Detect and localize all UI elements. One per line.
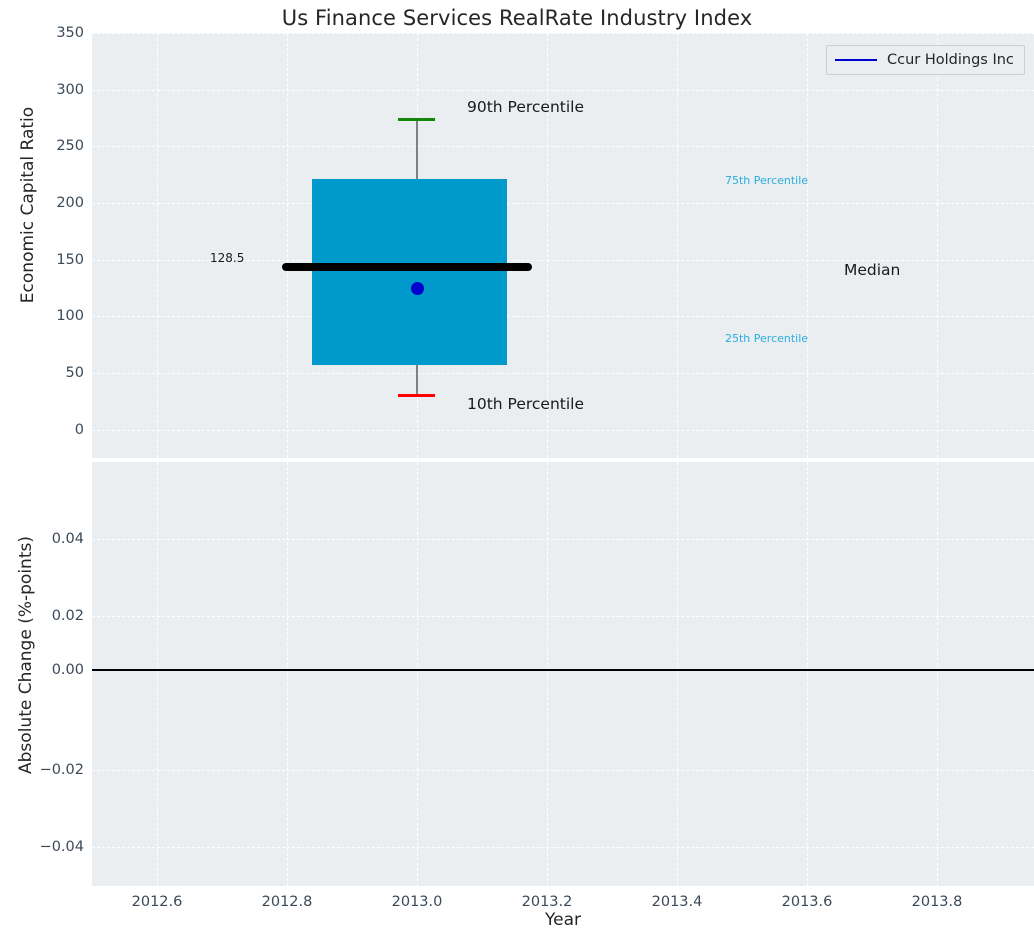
xtick-2013.2: 2013.2	[521, 894, 573, 910]
gridline-h-0.04	[92, 539, 1034, 540]
cap-90th-percentile	[398, 117, 435, 122]
gridline-h-50	[92, 373, 1034, 374]
gridline-h-150	[92, 259, 1034, 261]
median-line	[282, 262, 532, 271]
chart-legend[interactable]: Ccur Holdings Inc	[826, 45, 1025, 75]
company-data-point-ccur-holdings[interactable]	[410, 282, 424, 296]
annotation-75th-percentile: 75th Percentile	[725, 174, 809, 187]
ytick-150: 150	[56, 251, 84, 268]
gridline-v-2012.8	[287, 33, 288, 458]
iqr-box-25th-to-75th	[312, 179, 507, 365]
gridline-h-0	[92, 429, 1034, 431]
cap-10th-percentile	[398, 393, 435, 398]
ytick-100: 100	[56, 308, 84, 325]
gridline-h-0.02	[92, 616, 1034, 617]
gridline-v-2012.6-lower	[157, 462, 158, 886]
annotation-10th-percentile: 10th Percentile	[467, 395, 585, 413]
gridline-v-2013.6-lower	[807, 462, 808, 886]
gridline-v-2013.2	[547, 33, 548, 458]
zero-reference-line	[92, 669, 1034, 671]
y-axis-title-top: Economic Capital Ratio	[18, 106, 38, 304]
gridline-v-2013.0-lower	[417, 462, 418, 886]
gridline-v-2013.8	[937, 33, 938, 458]
xtick-2012.8: 2012.8	[261, 894, 313, 910]
xtick-2013.0: 2013.0	[391, 894, 443, 910]
chart-title: Us Finance Services RealRate Industry In…	[281, 6, 753, 30]
gridline-v-2013.4-lower	[677, 462, 678, 886]
gridline-h-100	[92, 316, 1034, 318]
gridline-h--0.04	[92, 847, 1034, 848]
gridline-h-200	[92, 203, 1034, 204]
xtick-2013.6: 2013.6	[781, 894, 833, 910]
ytick-0.00: 0.00	[51, 662, 84, 678]
gridline-h-250	[92, 146, 1034, 148]
gridline-h--0.02	[92, 770, 1034, 771]
ytick--0.04: −0.04	[39, 839, 84, 855]
panel-absolute-change	[92, 462, 1034, 886]
gridline-v-2013.8-lower	[937, 462, 938, 886]
gridline-v-2012.8-lower	[287, 462, 288, 886]
annotation-90th-percentile: 90th Percentile	[467, 98, 585, 116]
gridline-v-2012.6	[157, 33, 158, 458]
panel-economic-capital-ratio: 90th Percentile 75th Percentile Median 2…	[92, 33, 1034, 458]
ytick-250: 250	[56, 138, 84, 155]
ytick-300: 300	[56, 81, 84, 98]
xtick-2013.4: 2013.4	[651, 894, 703, 910]
ytick-350: 350	[56, 25, 84, 41]
legend-line-swatch-ccur-holdings	[835, 59, 877, 61]
gridline-v-2013.4	[677, 33, 678, 458]
xtick-2013.8: 2013.8	[911, 894, 963, 910]
gridline-v-2013.2-lower	[547, 462, 548, 886]
gridline-v-2013.6	[807, 33, 808, 458]
ytick-0: 0	[74, 421, 84, 438]
x-axis-title: Year	[545, 910, 581, 930]
ytick-200: 200	[56, 195, 84, 211]
ytick-0.02: 0.02	[51, 608, 84, 624]
gridline-h-300	[92, 89, 1034, 91]
ytick--0.02: −0.02	[39, 762, 84, 778]
ytick-0.04: 0.04	[51, 531, 84, 547]
annotation-median: Median	[844, 261, 901, 279]
gridline-h-350	[92, 33, 1034, 34]
annotation-25th-percentile: 25th Percentile	[725, 332, 809, 345]
xtick-2012.6: 2012.6	[131, 894, 183, 910]
y-axis-title-bottom: Absolute Change (%-points)	[16, 536, 36, 774]
ytick-50: 50	[65, 365, 84, 381]
legend-label-ccur-holdings: Ccur Holdings Inc	[887, 52, 1014, 68]
annotation-median-value: 128.5	[210, 251, 245, 265]
